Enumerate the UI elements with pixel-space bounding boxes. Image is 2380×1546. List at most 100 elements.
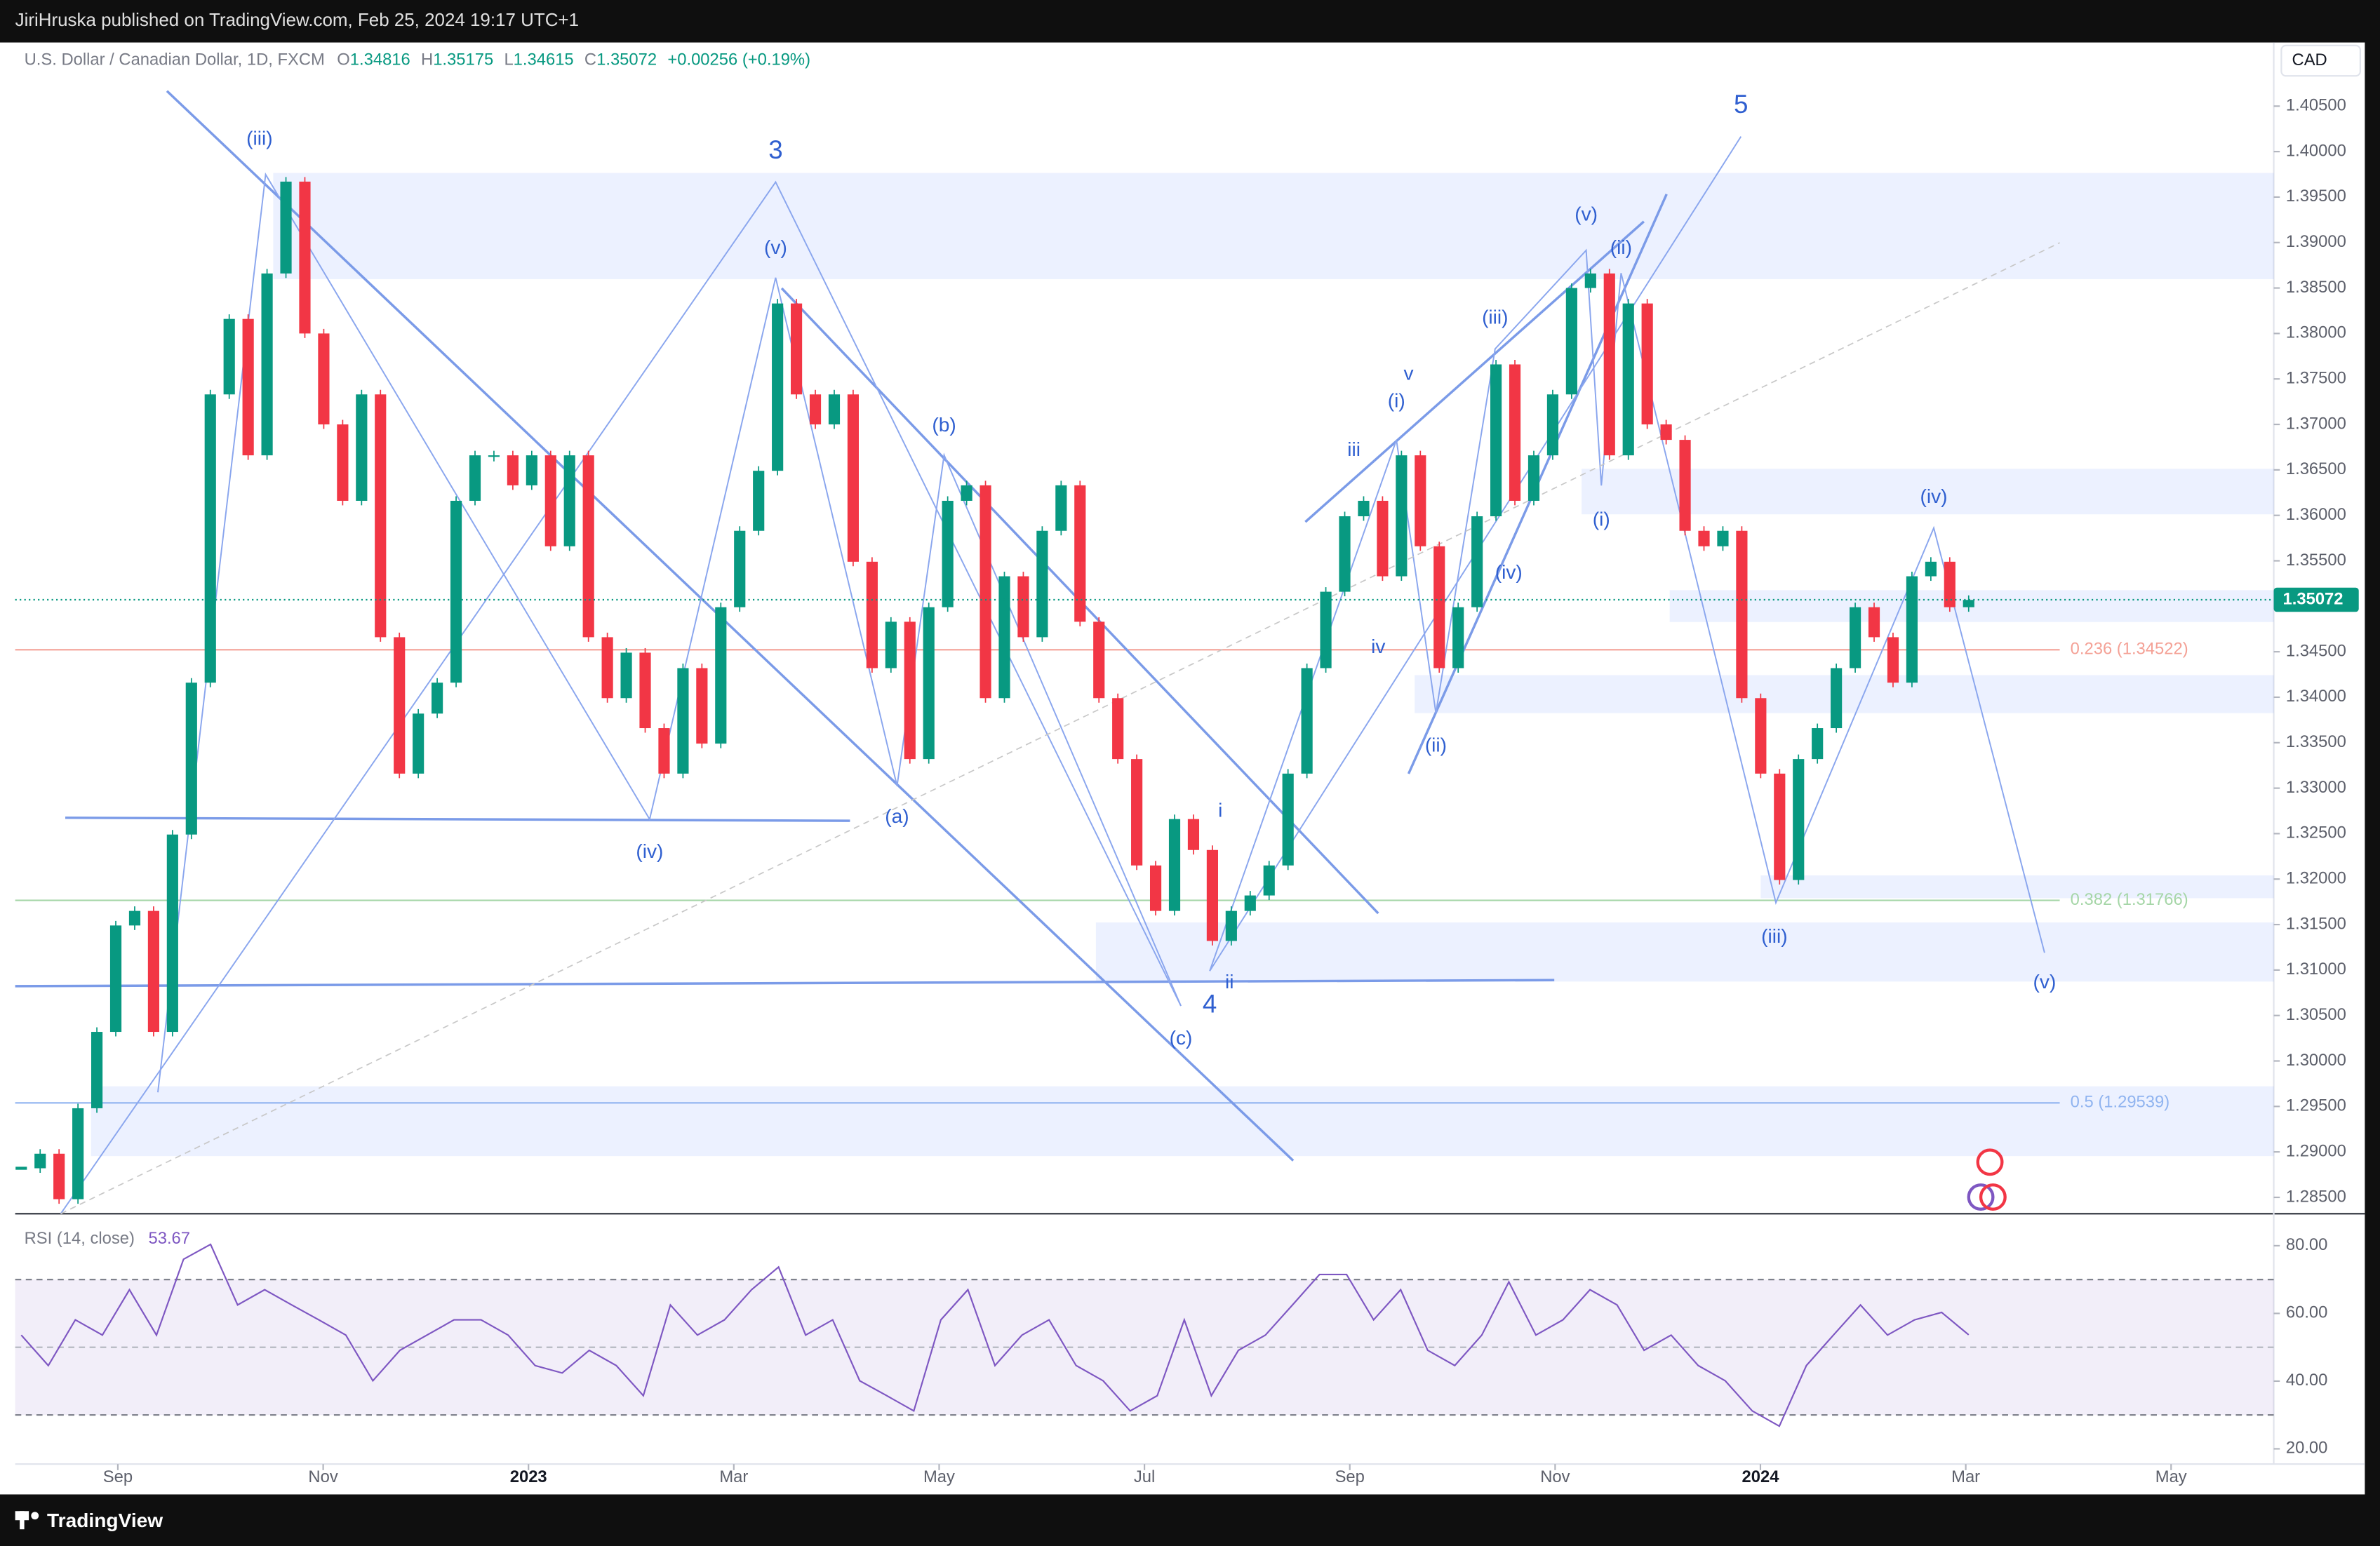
wave-label: (v) [764,236,787,258]
y-tick-label: 1.38000 [2286,323,2346,342]
y-tick-label: 1.38500 [2286,278,2346,297]
candle [450,500,462,683]
candle [1527,455,1540,501]
flag-icon [1976,1148,2004,1176]
candle [1793,759,1805,880]
candle [394,637,406,774]
ohlc-value: 1.34615 [514,51,574,69]
rsi-last: 53.67 [148,1229,190,1248]
candle [658,728,670,774]
y-tick-label: 1.28500 [2286,1187,2346,1206]
candle [1339,516,1351,592]
y-tick-label: 1.36500 [2286,459,2346,478]
candle [318,333,330,425]
candle [791,303,803,395]
brand: TradingView [47,1510,163,1531]
trend-line [15,979,1555,988]
wave-label: (iii) [1761,925,1787,947]
candle [1396,455,1408,577]
candle [1149,865,1162,911]
candle [488,455,500,457]
wave-label: (iii) [246,127,272,149]
x-tick-label: 2024 [1742,1467,1780,1486]
wave-label: (iii) [1482,307,1508,328]
publish-info: JiriHruska published on TradingView.com,… [15,11,579,30]
candle [734,530,746,607]
wave-label: (v) [2033,971,2057,993]
y-tick-label: 1.39500 [2286,187,2346,206]
wave-label: i [1218,800,1222,821]
candle [1490,364,1502,516]
y-tick-label: 1.40500 [2286,96,2346,115]
candle [1415,455,1426,546]
footer-logo [15,1511,39,1530]
candle [1301,668,1313,774]
candle [1868,607,1880,638]
x-tick-label: Sep [103,1467,133,1486]
y-tick-label: 1.30500 [2286,1005,2346,1024]
x-tick-label: Nov [1540,1467,1570,1486]
candle [242,318,254,456]
candle [866,561,878,668]
candle [1546,394,1559,456]
candle [1755,698,1767,774]
candle [809,394,822,425]
wave-label: (iv) [1920,485,1947,507]
wave-label: (a) [885,805,909,827]
y-tick-label: 1.31000 [2286,960,2346,979]
y-tick-label: 1.32500 [2286,824,2346,842]
candle [1471,516,1483,607]
candle [923,607,935,760]
logo-part [20,1511,25,1530]
rsi-y-tick-label: 60.00 [2286,1303,2328,1322]
currency: CAD [2292,51,2327,69]
candle [337,424,349,501]
candle [204,394,216,683]
candle [1509,364,1521,501]
candle [91,1032,103,1108]
candle [1887,637,1899,683]
candle [544,455,556,546]
candle [582,455,594,638]
symbol-title: U.S. Dollar / Canadian Dollar, 1D, FXCM [25,51,325,69]
x-tick-label: Jul [1134,1467,1155,1486]
y-tick-label: 1.37500 [2286,369,2346,388]
wave-label: v [1403,363,1413,384]
rsi-line [20,1243,1970,1427]
trend-line [60,242,2060,1215]
y-tick-label: 1.29000 [2286,1141,2346,1160]
candle [1093,621,1105,699]
wave-label: (iv) [636,840,663,862]
y-tick-label: 1.36000 [2286,505,2346,524]
x-tick-label: May [2155,1467,2187,1486]
price-label: 1.35072 [2283,589,2344,608]
candle [1660,424,1672,441]
currency-box [2280,44,2361,77]
candle [109,925,122,1033]
rsi-y-tick-label: 40.00 [2286,1371,2328,1390]
price-box [2273,587,2359,612]
candle [1584,273,1596,288]
candle [413,713,424,774]
candle [715,607,727,744]
logo-part [31,1512,39,1520]
zone [91,1086,2274,1157]
candle [1963,600,1974,607]
fib-label: 0.236 (1.34522) [2071,640,2188,659]
flags [1967,1148,2007,1211]
candle [1774,773,1786,880]
x-tick-label: Nov [308,1467,337,1486]
candle [696,668,708,744]
y-tick-label: 1.40000 [2286,141,2346,160]
wave-line [157,172,1182,1093]
wave-label: 4 [1203,990,1217,1019]
zone [1760,875,2274,899]
fib-label: 0.5 (1.29539) [2071,1093,2170,1112]
candle [1565,288,1577,395]
candle [1906,576,1918,683]
candle [299,181,311,334]
y-tick-label: 1.39000 [2286,232,2346,251]
rsi-y-tick-label: 80.00 [2286,1235,2328,1254]
candle [677,668,689,774]
